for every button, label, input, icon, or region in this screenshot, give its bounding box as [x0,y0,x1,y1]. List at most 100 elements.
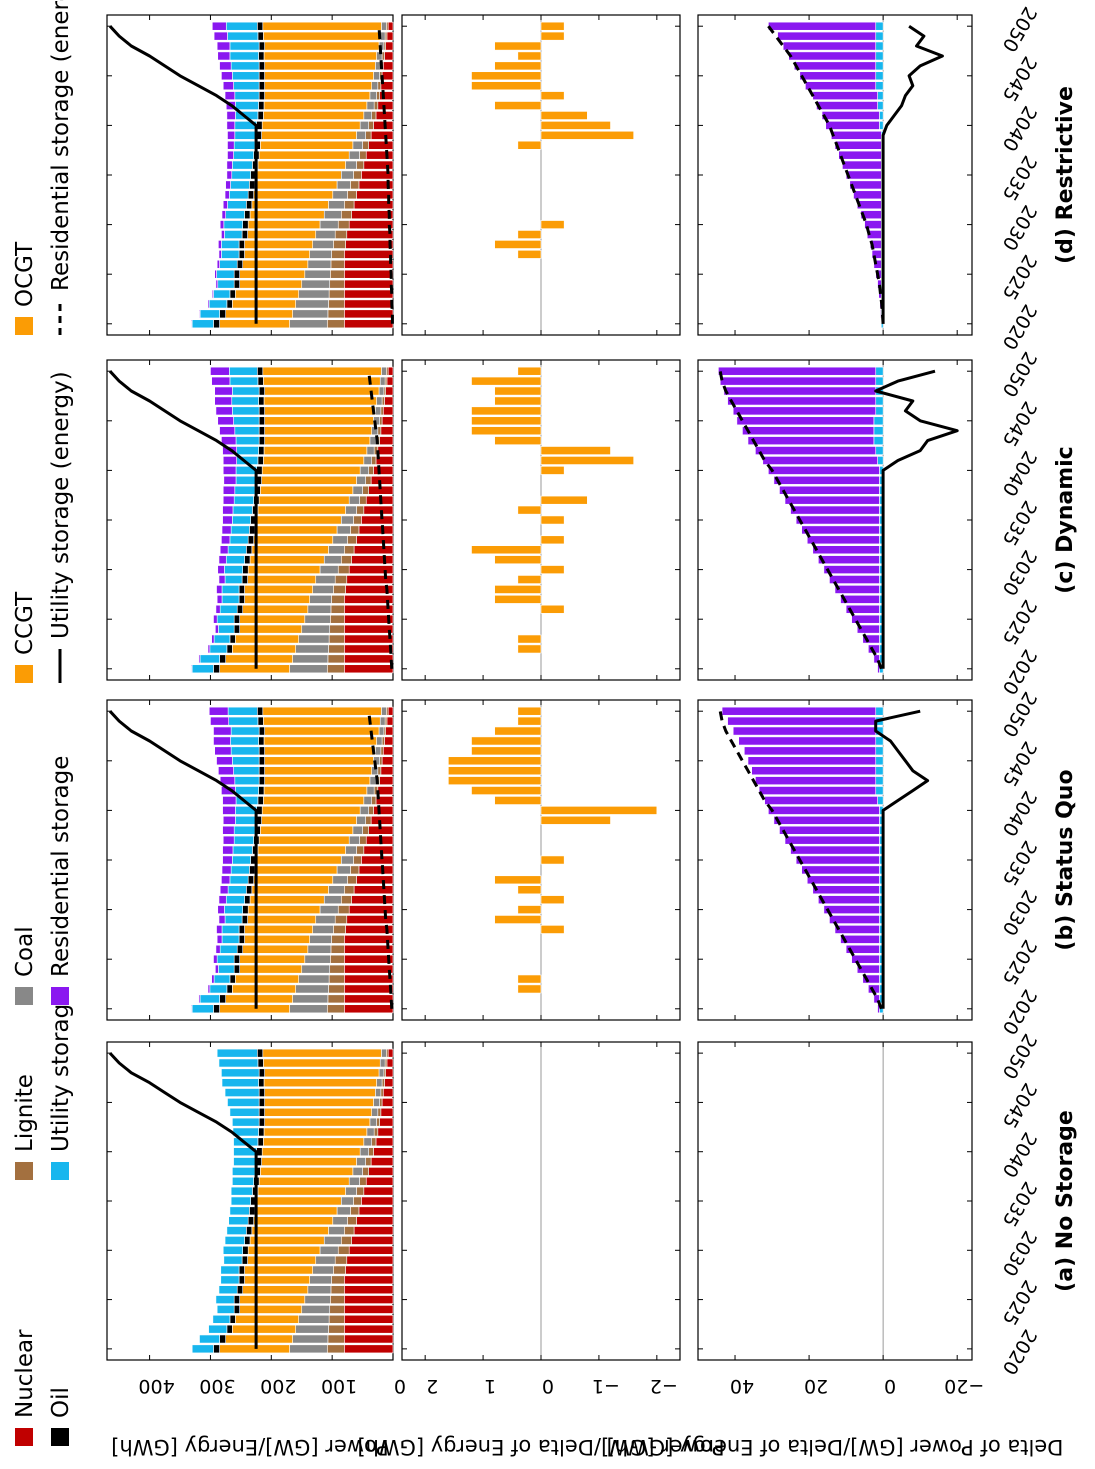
bar-lignite-2025 [330,614,345,624]
bar-utility-storage-2049 [227,31,259,41]
bar-utility-storage-2043 [234,776,260,786]
bar-nuclear-2037 [365,1176,394,1186]
bar-utility-storage-2039 [235,475,257,485]
bar-lignite-2033 [347,1216,357,1226]
bar-ccgt-2022 [517,644,542,654]
bar-nuclear-2040 [373,121,394,130]
bar-residential-storage-2027 [216,594,223,604]
bar-residential-storage-2046 [215,406,233,416]
bar-nuclear-2027 [344,1275,394,1285]
bar-residential-storage-2042 [755,446,877,455]
bar-ccgt-2034 [254,525,338,535]
bar-ccgt-2047 [263,396,377,406]
bar-ccgt-2044 [264,1107,373,1117]
bar-ccgt-2029 [494,915,542,924]
bar-lignite-2034 [350,180,360,190]
bar-coal-2050 [381,706,387,716]
bar-nuclear-2024 [344,1305,394,1314]
bar-oil-2028 [238,240,245,249]
x-tick-label: 2020 [998,645,1041,698]
bar-oil-2045 [258,416,265,426]
bar-residential-storage-2044 [805,81,877,91]
bar-utility-storage-2044 [233,766,260,776]
bar-nuclear-2049 [386,716,394,726]
bar-lignite-2036 [356,160,365,170]
bar-oil-2025 [233,1295,240,1304]
bar-lignite-2031 [340,895,352,905]
bar-nuclear-2025 [344,1295,394,1304]
bar-nuclear-2022 [344,1324,394,1334]
bar-ccgt-2044 [471,81,542,91]
bar-residential-storage-2050 [718,366,877,376]
bar-coal-2033 [332,190,348,200]
bar-utility-storage-2026 [218,1285,238,1295]
bar-ccgt-2050 [540,21,565,31]
bar-ccgt-2033 [253,1216,334,1226]
bar-nuclear-2020 [344,1004,394,1014]
bar-oil-2044 [258,1107,265,1117]
bar-ccgt-2050 [262,366,382,376]
x-tick-label: 2035 [998,1178,1041,1231]
bar-ccgt-2049 [263,376,381,386]
bar-ccgt-2045 [264,1098,374,1107]
bar-nuclear-2032 [353,885,394,895]
bar-coal-2041 [363,456,373,465]
bar-coal-2024 [301,964,331,974]
bar-utility-storage-2047 [230,736,259,746]
bar-nuclear-2050 [387,706,394,716]
bar-utility-storage-2022 [209,644,228,654]
x-tick-label: 2035 [998,152,1041,205]
bar-residential-storage-2038 [222,825,235,835]
bar-nuclear-2037 [365,150,394,160]
bar-ccgt-2049 [517,716,542,726]
bar-lignite-2044 [377,766,382,776]
bar-residential-storage-2038 [834,140,882,150]
bar-ccgt-2028 [540,925,565,934]
bar-ccgt-2043 [540,91,565,101]
bar-residential-storage-2034 [225,180,231,190]
bar-ccgt-2046 [264,746,376,756]
bar-coal-2035 [340,515,354,525]
bar-utility-storage-2037 [233,150,254,160]
bar-coal-2033 [332,875,348,885]
bar-lignite-2040 [368,466,374,475]
bar-lignite-2035 [353,1196,362,1206]
bar-ccgt-2045 [471,71,542,81]
bar-oil-2043 [258,1117,265,1127]
bar-coal-2020 [289,319,328,329]
bar-coal-2032 [328,1226,345,1235]
bar-nuclear-2039 [370,475,394,485]
bar-utility-storage-2048 [230,726,260,736]
bar-coal-2041 [363,796,373,805]
bar-nuclear-2028 [345,240,394,249]
bar-oil-2030 [242,565,249,574]
bar-ccgt-2029 [247,1255,317,1265]
panel-r1-c2 [401,359,681,681]
bar-coal-2036 [345,845,357,855]
bar-coal-2037 [348,150,360,160]
bar-residential-storage-2035 [845,170,882,180]
bar-residential-storage-2029 [829,915,880,924]
bar-residential-storage-2021 [198,994,201,1004]
bar-utility-storage-2033 [228,1216,249,1226]
bar-nuclear-2031 [351,210,394,220]
bar-ccgt-2032 [251,200,329,210]
bar-utility-storage-2028 [221,240,240,249]
bar-ccgt-2038 [260,485,354,495]
bar-oil-2023 [229,634,236,644]
bar-nuclear-2047 [384,736,394,746]
bar-coal-2041 [363,111,373,120]
bar-ccgt-2046 [264,61,376,71]
bar-ccgt-2030 [247,1245,321,1255]
bar-lignite-2045 [379,416,383,426]
x-tick-label: 2030 [998,1227,1041,1280]
bar-oil-2034 [249,180,256,190]
bar-oil-2027 [238,594,245,604]
legend-swatch [15,987,33,1005]
bar-ccgt-2050 [262,1048,382,1058]
line-utility-storage-energy [108,1052,258,1349]
bar-coal-2038 [352,485,363,495]
bar-lignite-2045 [379,1098,383,1107]
bar-ccgt-2036 [257,505,346,515]
